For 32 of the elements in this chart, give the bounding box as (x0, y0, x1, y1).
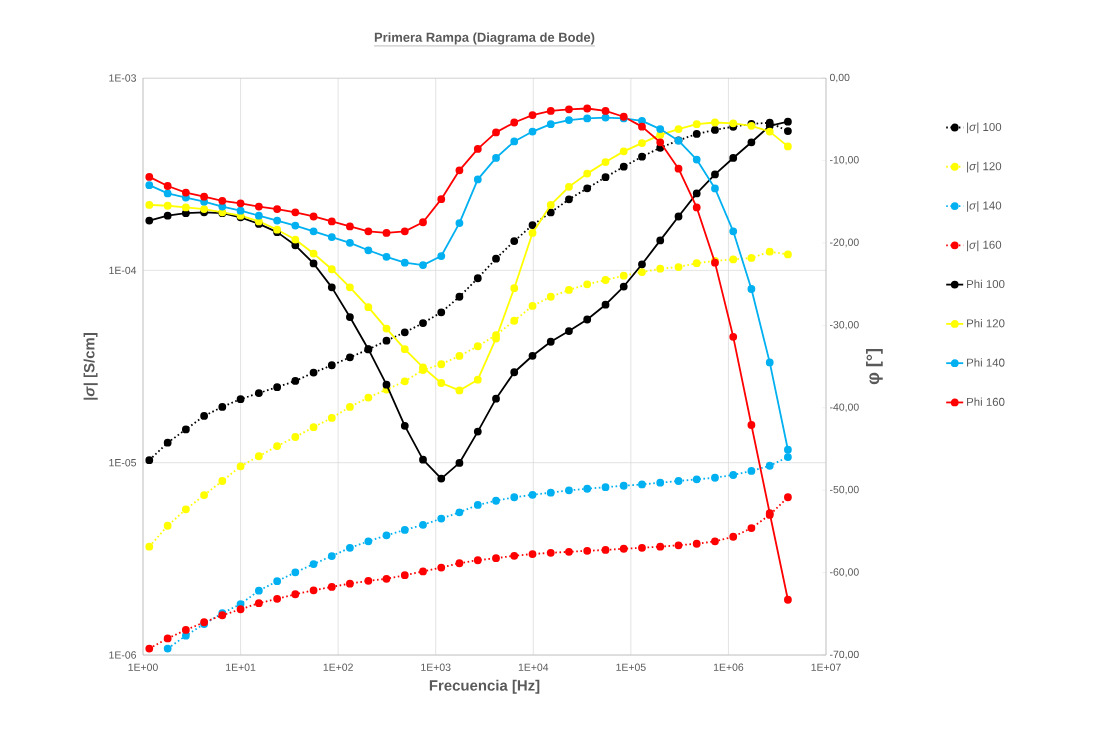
x-tick-label: 1E+00 (128, 663, 158, 671)
legend-label: |σ| 140 (967, 201, 1002, 212)
y2-tick-label: -70,00 (830, 650, 859, 660)
y2-axis-title: φ [°] (866, 349, 883, 385)
x-tick-label: 1E+04 (518, 663, 549, 671)
legend-label: Phi 120 (967, 319, 1005, 328)
y-axis-title: |σ| [S/cm] (83, 333, 98, 400)
x-tick-label: 1E+07 (811, 663, 841, 671)
y2-tick-label: -50,00 (830, 485, 859, 495)
legend-label: |σ| 160 (967, 240, 1002, 252)
x-tick-label: 1E+02 (323, 663, 353, 671)
x-axis-title: Frecuencia [Hz] (429, 679, 540, 694)
y-tick-label: 1E-03 (109, 74, 137, 82)
y2-tick-label: -30,00 (830, 320, 859, 330)
legend-label: Phi 100 (967, 279, 1005, 289)
x-tick-label: 1E+03 (421, 663, 451, 671)
legend-label: |σ| 120 (967, 161, 1002, 173)
y2-tick-label: -10,00 (830, 156, 859, 165)
legend-label: Phi 160 (967, 397, 1005, 406)
x-tick-label: 1E+05 (616, 663, 646, 671)
x-tick-label: 1E+01 (226, 663, 256, 671)
x-tick-label: 1E+06 (713, 663, 744, 671)
y2-tick-label: 0,00 (829, 73, 850, 83)
y-tick-label: 1E-06 (109, 651, 137, 659)
y-tick-label: 1E-04 (109, 266, 137, 275)
y2-tick-label: -60,00 (830, 568, 859, 577)
y-tick-label: 1E-05 (109, 458, 137, 467)
legend-label: |σ| 100 (967, 122, 1002, 134)
legend-label: Phi 140 (967, 358, 1005, 367)
chart-title: Primera Rampa (Diagrama de Bode) (374, 32, 595, 45)
y2-tick-label: -40,00 (830, 403, 859, 413)
y2-tick-label: -20,00 (830, 238, 859, 248)
